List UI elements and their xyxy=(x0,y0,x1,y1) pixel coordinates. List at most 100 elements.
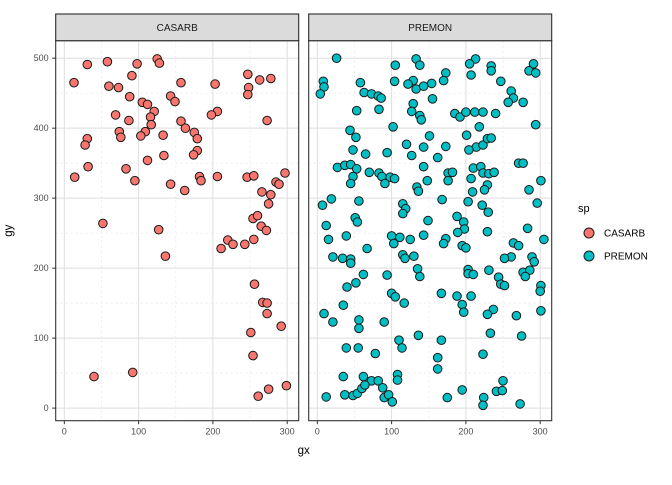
y-axis-title: gy xyxy=(3,224,15,236)
data-point xyxy=(467,187,478,197)
data-point xyxy=(426,78,437,89)
data-point xyxy=(389,76,400,87)
data-point xyxy=(69,77,79,88)
data-point xyxy=(536,175,546,186)
data-point xyxy=(478,107,488,117)
data-point xyxy=(418,142,429,152)
data-point xyxy=(515,399,525,409)
data-point xyxy=(518,158,528,168)
data-point xyxy=(387,397,398,407)
data-point xyxy=(461,243,471,253)
data-point xyxy=(136,131,146,141)
legend: sp CASARB PREMON xyxy=(578,203,648,263)
data-point xyxy=(364,167,375,178)
data-point xyxy=(489,167,499,178)
data-point xyxy=(323,234,334,245)
data-point xyxy=(351,278,361,288)
data-point xyxy=(146,119,156,130)
data-point xyxy=(513,240,524,251)
data-point xyxy=(274,179,284,189)
data-point xyxy=(362,243,372,254)
data-point xyxy=(447,167,458,178)
data-point xyxy=(400,253,410,264)
data-point xyxy=(254,75,265,85)
data-point xyxy=(520,271,531,282)
data-point xyxy=(266,73,276,84)
data-point xyxy=(165,179,176,189)
data-point xyxy=(132,59,142,69)
data-point xyxy=(341,231,352,241)
data-point xyxy=(399,298,410,308)
data-point xyxy=(511,310,522,321)
data-point xyxy=(395,232,405,243)
data-point xyxy=(539,234,549,245)
data-point xyxy=(331,53,342,64)
data-point xyxy=(243,69,253,80)
data-point xyxy=(240,239,250,250)
data-point xyxy=(524,185,534,195)
data-point xyxy=(263,384,274,395)
data-point xyxy=(102,56,113,67)
x-tick-label: 100 xyxy=(384,427,399,437)
y-tick-label: 300 xyxy=(34,193,49,203)
data-point xyxy=(401,139,412,150)
data-point xyxy=(484,265,494,276)
x-tick-label: 0 xyxy=(62,427,67,437)
data-point xyxy=(477,200,488,210)
x-tick-label: 200 xyxy=(458,427,473,437)
legend-title: sp xyxy=(578,203,590,215)
data-point xyxy=(212,171,223,182)
x-tick-label: 200 xyxy=(205,427,220,437)
data-point xyxy=(266,189,276,200)
data-point xyxy=(436,335,447,346)
data-point xyxy=(345,178,356,189)
data-point xyxy=(466,173,476,184)
data-point xyxy=(415,271,425,282)
data-point xyxy=(438,238,449,249)
data-point xyxy=(337,253,348,264)
data-point xyxy=(518,97,528,108)
data-point xyxy=(360,380,370,390)
data-point xyxy=(345,125,355,136)
data-point xyxy=(262,298,272,308)
data-point xyxy=(437,194,447,205)
data-point xyxy=(352,217,363,227)
y-tick-label: 500 xyxy=(34,53,49,63)
data-point xyxy=(249,279,260,290)
data-point xyxy=(252,210,263,221)
data-point xyxy=(478,400,488,411)
data-point xyxy=(457,299,468,310)
y-tick-label: 400 xyxy=(34,123,49,133)
data-point xyxy=(452,227,463,238)
data-point xyxy=(159,150,169,161)
data-point xyxy=(376,93,387,103)
data-point xyxy=(497,385,508,396)
data-point xyxy=(463,196,473,207)
data-point xyxy=(228,239,238,250)
data-point xyxy=(380,178,390,189)
data-point xyxy=(317,200,328,210)
data-point xyxy=(522,223,533,234)
data-point xyxy=(406,106,417,117)
data-point xyxy=(423,215,433,226)
data-point xyxy=(413,186,424,196)
data-point xyxy=(253,391,264,402)
data-point xyxy=(406,150,417,161)
data-point xyxy=(160,251,171,262)
data-point xyxy=(483,207,494,217)
data-point xyxy=(373,376,384,386)
data-point xyxy=(392,375,403,385)
data-point xyxy=(413,330,424,341)
data-point xyxy=(351,164,362,174)
data-point xyxy=(530,68,541,78)
facet-strip-casarb xyxy=(55,13,300,42)
data-point xyxy=(210,79,220,89)
data-point xyxy=(351,105,362,116)
data-point xyxy=(379,317,390,327)
data-point xyxy=(466,70,476,80)
data-point xyxy=(360,149,371,159)
data-point xyxy=(464,59,475,69)
data-point xyxy=(206,110,217,120)
data-point xyxy=(249,234,259,245)
